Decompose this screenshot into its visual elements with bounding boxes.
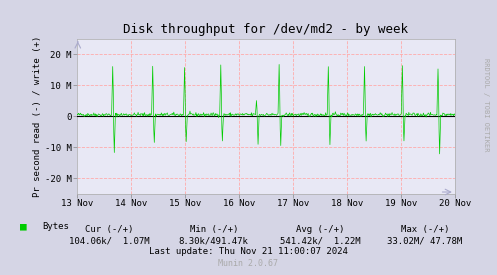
Text: Avg (-/+): Avg (-/+) [296,226,345,234]
Y-axis label: Pr second read (-) / write (+): Pr second read (-) / write (+) [33,35,42,197]
Text: Min (-/+): Min (-/+) [189,226,238,234]
Text: Last update: Thu Nov 21 11:00:07 2024: Last update: Thu Nov 21 11:00:07 2024 [149,248,348,256]
Text: Max (-/+): Max (-/+) [401,226,449,234]
Text: RRDTOOL / TOBI OETIKER: RRDTOOL / TOBI OETIKER [483,58,489,151]
Text: ■: ■ [20,222,27,232]
Text: 104.06k/  1.07M: 104.06k/ 1.07M [69,236,150,245]
Text: 541.42k/  1.22M: 541.42k/ 1.22M [280,236,361,245]
Text: Cur (-/+): Cur (-/+) [85,226,134,234]
Text: Bytes: Bytes [42,222,69,231]
Text: 33.02M/ 47.78M: 33.02M/ 47.78M [387,236,463,245]
Text: Munin 2.0.67: Munin 2.0.67 [219,259,278,268]
Title: Disk throughput for /dev/md2 - by week: Disk throughput for /dev/md2 - by week [123,23,409,36]
Text: 8.30k/491.47k: 8.30k/491.47k [179,236,248,245]
